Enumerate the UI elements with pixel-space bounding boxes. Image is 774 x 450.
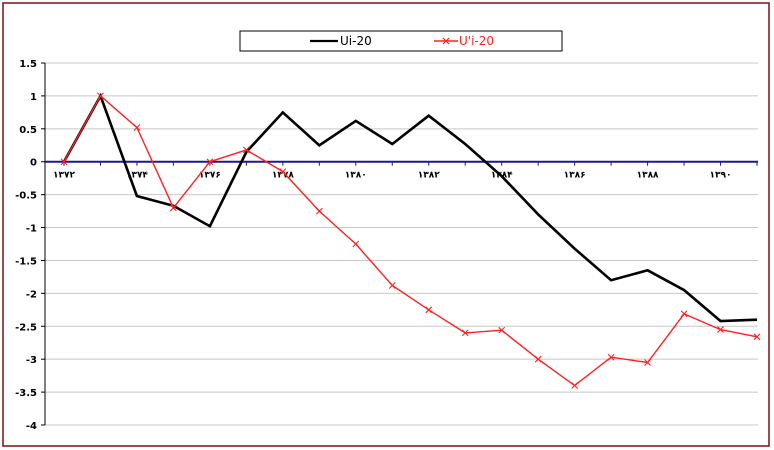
data-point-uprime-i-20 (170, 204, 177, 212)
data-point-uprime-i-20 (388, 282, 396, 289)
legend-marker-uprime-i-20 (442, 37, 450, 45)
y-tick-label: -4 (26, 421, 37, 432)
data-point-uprime-i-20 (97, 92, 104, 100)
y-tick-label: -1 (26, 224, 37, 235)
legend: Ui-20 U'i-20 (239, 30, 563, 52)
data-point-uprime-i-20 (206, 158, 214, 166)
legend-label-uprime-i-20: U'i-20 (459, 34, 494, 48)
y-tick-label: 0.5 (19, 125, 37, 136)
data-point-uprime-i-20 (461, 329, 469, 337)
x-tick-label: ۱۳۸۰ (345, 171, 367, 181)
x-tick-label: ۱۳۷۸ (272, 171, 294, 181)
data-point-uprime-i-20 (498, 326, 506, 334)
data-point-uprime-i-20 (753, 333, 761, 341)
y-tick-label: -0.5 (15, 191, 37, 202)
x-tick-label: ۱۳۷۲ (53, 171, 75, 181)
x-tick-label: ۱۳۷۴ (126, 171, 148, 181)
gridlines (45, 62, 758, 426)
axes: 1.5 1 0.5 0 -0.5 -1 -1.5 -2 -2.5 -3 -3.5 -4 ۱۳۷۲ ۱۳۷۴… (15, 59, 758, 432)
y-tick-label: -2 (26, 289, 37, 300)
x-tick-label: ۱۳۸۶ (564, 171, 586, 181)
data-point-uprime-i-20 (534, 355, 542, 363)
y-tick-label: -2.5 (15, 322, 37, 333)
data-point-uprime-i-20 (680, 310, 688, 318)
x-tick-label: ۱۳۸۸ (637, 171, 659, 181)
data-point-uprime-i-20 (242, 146, 250, 154)
data-point-uprime-i-20 (607, 353, 615, 361)
y-tick-label: 1 (30, 92, 37, 103)
series-line-ui-20 (62, 92, 758, 323)
y-tick-label: -3 (26, 355, 37, 366)
data-point-uprime-i-20 (315, 207, 323, 215)
data-point-uprime-i-20 (425, 306, 433, 314)
data-point-uprime-i-20 (133, 124, 141, 131)
x-tick-label: ۱۳۷۶ (199, 171, 221, 181)
y-tick-label: 0 (30, 158, 37, 169)
data-point-uprime-i-20 (571, 382, 579, 389)
y-tick-label: -3.5 (15, 388, 37, 399)
data-point-uprime-i-20 (352, 240, 360, 248)
y-tick-label: -1.5 (15, 256, 37, 267)
series-line-uprime-i-20 (63, 94, 758, 387)
y-tick-label: 1.5 (19, 59, 37, 70)
data-point-uprime-i-20 (644, 359, 651, 366)
legend-box (239, 30, 563, 52)
data-point-uprime-i-20 (279, 168, 287, 175)
data-point-uprime-i-20 (60, 158, 68, 166)
x-tick-label: ۱۳۹۰ (710, 171, 732, 181)
data-point-uprime-i-20 (717, 326, 724, 333)
x-tick-label: ۱۳۸۲ (418, 171, 440, 181)
legend-label-ui-20: Ui-20 (340, 34, 372, 48)
series-layer (60, 92, 761, 389)
